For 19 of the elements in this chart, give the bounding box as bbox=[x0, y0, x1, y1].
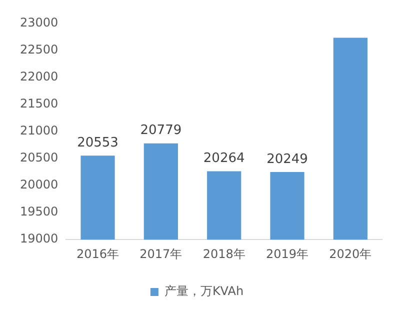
data-label: 20249 bbox=[266, 152, 308, 167]
y-tick-label: 19000 bbox=[20, 232, 58, 246]
x-tick-label: 2018年 bbox=[202, 246, 246, 261]
y-tick-label: 20000 bbox=[20, 178, 58, 192]
x-tick-label: 2016年 bbox=[76, 246, 120, 261]
y-tick-label: 21500 bbox=[20, 96, 58, 110]
data-label: 20553 bbox=[77, 135, 118, 150]
y-tick-label: 19500 bbox=[20, 204, 58, 219]
y-tick-label: 20500 bbox=[20, 150, 58, 165]
y-tick-label: 21000 bbox=[20, 124, 58, 138]
y-tick-label: 22500 bbox=[20, 42, 58, 56]
data-label: 20264 bbox=[203, 151, 245, 166]
legend-label: 产量，万KVAh bbox=[164, 284, 244, 298]
x-tick-label: 2020年 bbox=[329, 246, 372, 261]
x-tick-label: 2019年 bbox=[266, 246, 309, 261]
x-tick-label: 2017年 bbox=[140, 246, 182, 261]
y-tick-label: 22000 bbox=[20, 69, 58, 84]
y-tick-label: 23000 bbox=[20, 15, 58, 30]
data-label: 20779 bbox=[140, 123, 182, 138]
